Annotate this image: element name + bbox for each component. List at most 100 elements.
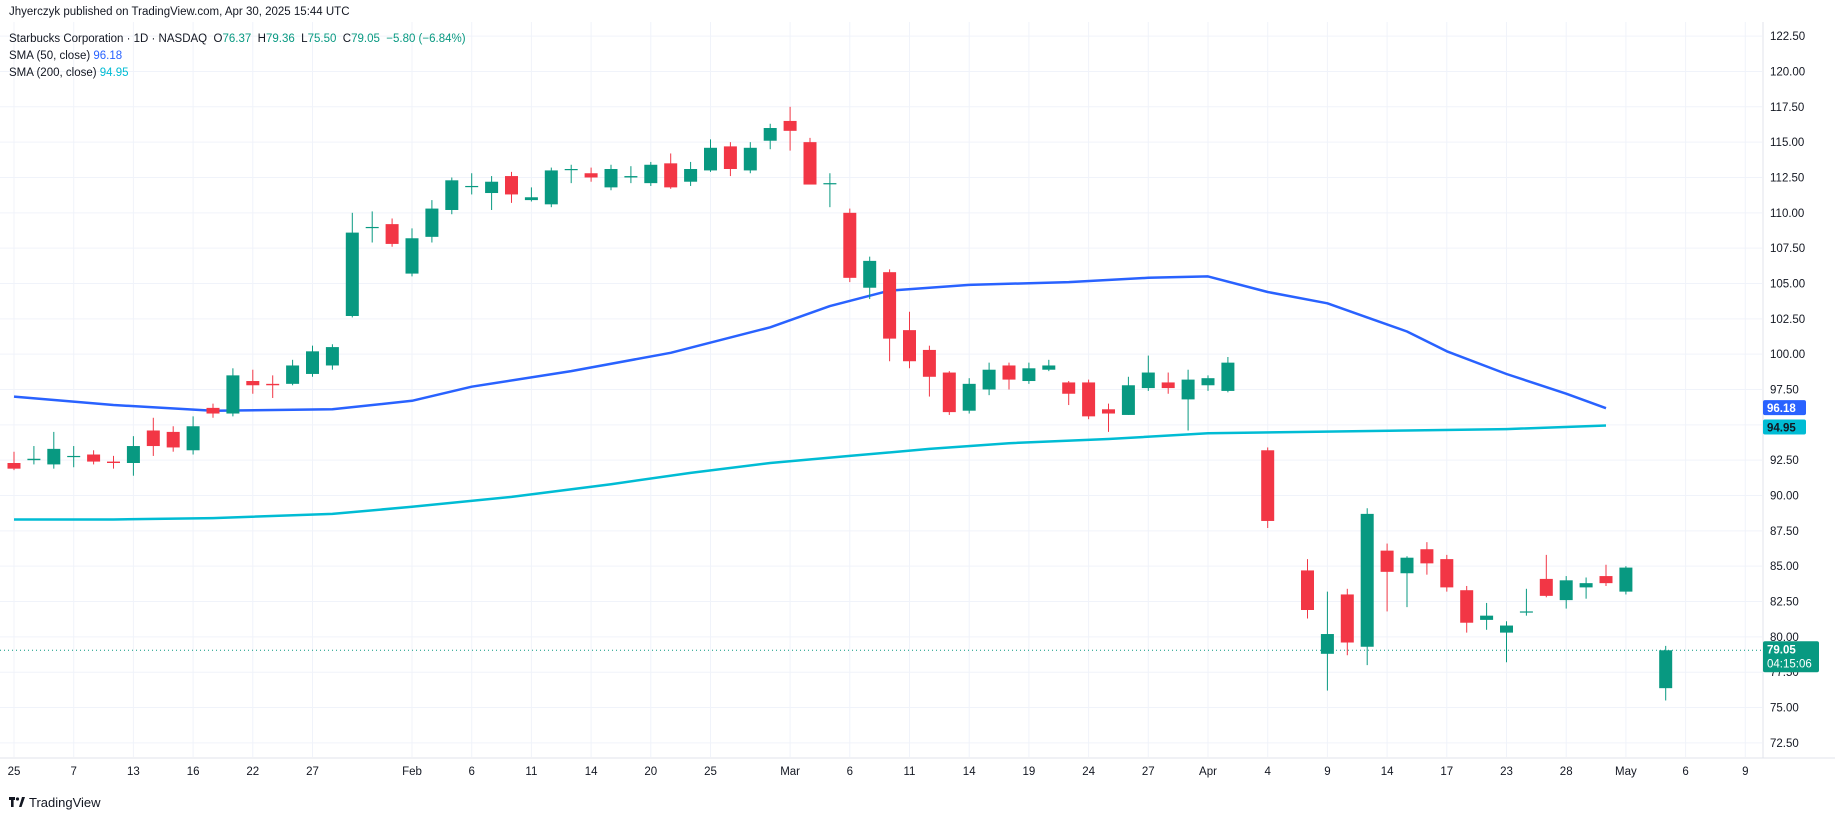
time-tick-label: 4 (1264, 766, 1271, 778)
candle-body (704, 147, 717, 171)
time-tick-label: 27 (1142, 766, 1155, 778)
time-tick-label: May (1615, 766, 1637, 778)
open-value: 76.37 (222, 33, 252, 45)
candle-body (604, 169, 618, 188)
publisher-line: Jhyerczyk published on TradingView.com, … (9, 6, 350, 18)
time-tick-label: 17 (1440, 766, 1453, 778)
last-price-tag-bg (1763, 641, 1819, 673)
price-tick-label: 90.00 (1770, 491, 1799, 503)
low-value: 75.50 (307, 33, 337, 45)
candle-body (982, 369, 996, 390)
sma-200-line-group (14, 424, 1607, 521)
candle-body (644, 164, 658, 184)
candle-body (166, 431, 180, 448)
time-axis[interactable]: 25 7 13 16 22 27 Feb 6 11 14 20 25 Mar 6 11 14 19 24 27 Apr… (0, 757, 1835, 778)
candle-body (1619, 567, 1633, 592)
candle-body (1420, 549, 1434, 564)
price-tick-label: 105.00 (1770, 278, 1805, 290)
footer-brand[interactable]: TradingView (9, 794, 101, 810)
time-tick-label: 28 (1560, 766, 1573, 778)
candle-body (87, 454, 101, 462)
footer-brand-text: TradingView (29, 794, 101, 810)
candle-body (1579, 583, 1593, 588)
price-tick-label: 92.50 (1770, 455, 1799, 467)
time-tick-label: 6 (1682, 766, 1688, 778)
candle-body (1082, 382, 1096, 417)
candle-body (1380, 550, 1394, 572)
candle-body (246, 381, 260, 386)
candle-body (226, 375, 240, 414)
time-tick-label: 13 (127, 766, 140, 778)
price-tick-label: 107.50 (1770, 243, 1805, 255)
sma-200-tag-text: 94.95 (1767, 423, 1796, 435)
time-tick-label: 23 (1500, 766, 1513, 778)
candle-body (1539, 578, 1553, 596)
candle-body (524, 197, 538, 201)
candle-body (1301, 570, 1314, 610)
sma-50-tag-text: 96.18 (1767, 403, 1796, 415)
open-label: O (213, 33, 223, 45)
time-tick-label: 22 (246, 766, 259, 778)
time-tick-label: 27 (306, 766, 319, 778)
price-tick-label: 85.00 (1770, 561, 1799, 573)
candle-body (1141, 372, 1155, 389)
candle-body (107, 461, 120, 463)
last-price-tag-text: 79.05 (1767, 644, 1796, 656)
candle-body (1500, 625, 1513, 633)
tradingview-logo-icon (9, 794, 25, 810)
sma-200-line (14, 424, 1607, 521)
sma-50-legend[interactable]: SMA (50, close) 96.18 (9, 50, 122, 62)
candle-body (624, 176, 638, 178)
low-label: L (301, 33, 308, 45)
candle-body (1320, 634, 1334, 654)
countdown-tag-text: 04:15:06 (1767, 658, 1812, 670)
close-label: C (342, 33, 352, 45)
time-tick-label: 11 (525, 766, 537, 778)
candle-body (1181, 379, 1195, 400)
candle-body (7, 463, 21, 469)
price-tick-label: 72.50 (1770, 738, 1799, 750)
candle-body (1519, 611, 1533, 613)
candle-body (763, 128, 777, 141)
candle-body (465, 185, 479, 188)
price-tick-label: 75.00 (1770, 703, 1799, 715)
symbol-legend[interactable]: Starbucks Corporation · 1D · NASDAQ O76.… (9, 33, 466, 45)
sma-50-label: SMA (50, close) (9, 50, 91, 62)
candle-body (1559, 580, 1573, 601)
candle-body (146, 430, 160, 447)
sma-50-value: 96.18 (93, 50, 123, 62)
candle-body (186, 426, 200, 451)
candle-body (544, 170, 558, 205)
candle-body (1102, 409, 1115, 414)
candle-body (684, 169, 698, 182)
time-tick-label: 6 (847, 766, 853, 778)
candle-body (1480, 615, 1494, 620)
price-tick-label: 87.50 (1770, 526, 1799, 538)
time-tick-label: 19 (1023, 766, 1036, 778)
sma-200-label: SMA (200, close) (9, 67, 97, 79)
candle-body (843, 212, 857, 278)
sma-200-tag-bg (1763, 419, 1806, 435)
high-label: H (257, 33, 266, 45)
candle-body (723, 146, 737, 169)
candle-body (823, 183, 837, 185)
candle-body (783, 120, 797, 131)
time-tick-label: 9 (1742, 766, 1748, 778)
price-tick-label: 122.50 (1770, 31, 1805, 43)
candle-body (445, 180, 459, 210)
candle-body (743, 147, 757, 171)
candle-body (863, 260, 877, 288)
candle-body (67, 455, 81, 458)
candle-body (1022, 368, 1036, 382)
candle-body (664, 163, 678, 188)
time-tick-label: 14 (1381, 766, 1394, 778)
price-tick-label: 117.50 (1770, 102, 1804, 114)
candle-body (505, 176, 518, 195)
candle-body (564, 169, 578, 171)
price-tick-label: 120.00 (1770, 66, 1805, 78)
chart-grid (0, 22, 1762, 757)
candle-body (942, 372, 956, 413)
candle-body (1340, 594, 1354, 643)
sma-200-legend[interactable]: SMA (200, close) 94.95 (9, 67, 129, 79)
